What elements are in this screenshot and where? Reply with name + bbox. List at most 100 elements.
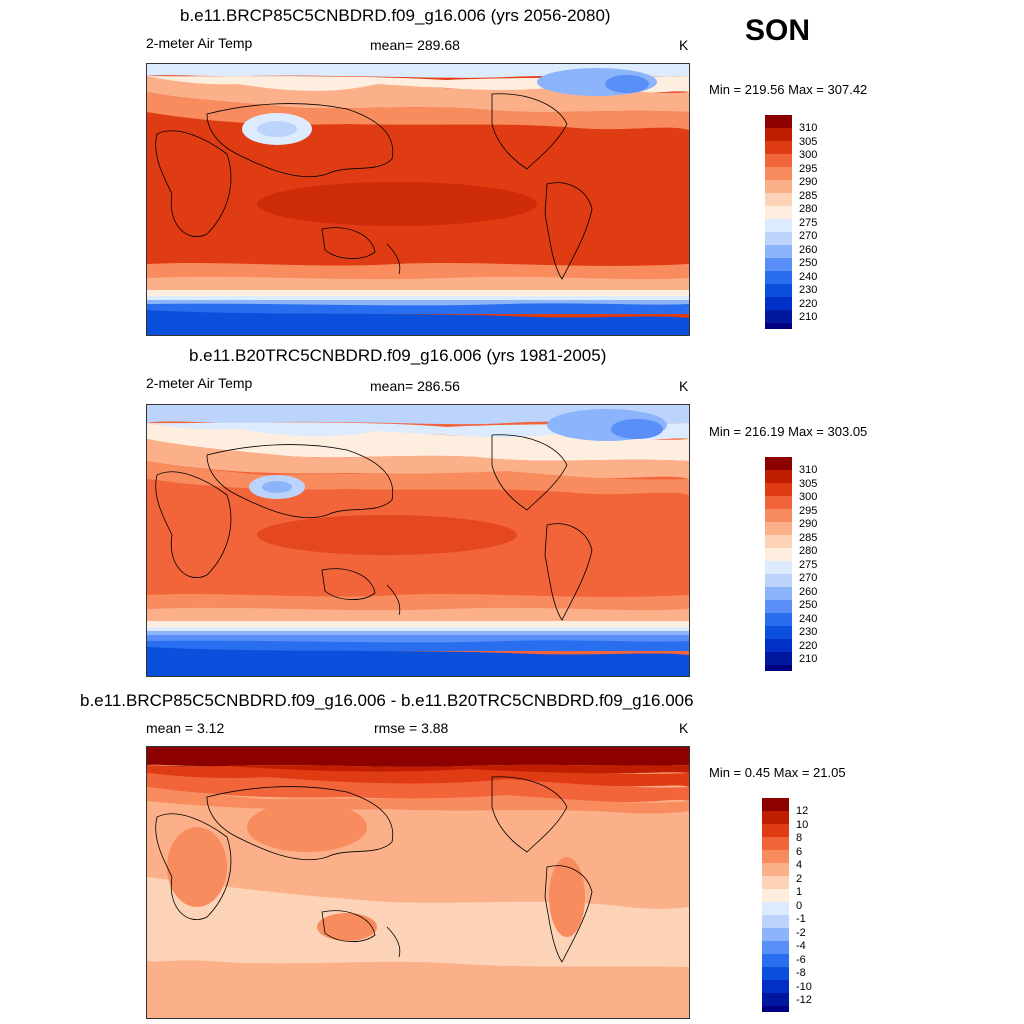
colorbar-label: 305 [799,136,818,148]
colorbar-label: 210 [799,311,818,323]
colorbar-swatch [762,928,789,941]
colorbar-swatch [765,496,792,509]
colorbar-label: -4 [796,940,806,952]
colorbar-swatch [762,837,789,850]
panel-1-mean-label: mean= 289.68 [370,37,460,53]
colorbar-swatch [765,470,792,483]
colorbar-swatch [765,457,792,470]
colorbar-label: 1 [796,886,803,898]
colorbar-label: 230 [799,626,818,638]
panel-2-units-label: K [679,378,689,394]
colorbar-label: 10 [796,819,809,831]
colorbar-label: 290 [799,518,818,530]
colorbar-swatch [762,889,789,902]
panel-2-mean-label: mean= 286.56 [370,378,460,394]
colorbar-swatch [765,180,792,193]
colorbar-swatch [765,232,792,245]
colorbar-label: 285 [799,532,818,544]
colorbar-label: 295 [799,163,818,175]
season-label: SON [745,14,811,47]
panel-1-units-label: K [679,37,689,53]
colorbar-swatch [765,141,792,154]
colorbar-label: 0 [796,900,803,912]
colorbar-swatch [765,509,792,522]
colorbar-label: 4 [796,859,803,871]
colorbar-swatch [765,548,792,561]
colorbar-label: 310 [799,122,818,134]
colorbar-label: 220 [799,640,818,652]
colorbar-swatch [762,824,789,837]
colorbar-swatch [765,626,792,639]
colorbar-label: 220 [799,298,818,310]
colorbar-swatch [765,613,792,626]
colorbar-swatch [765,297,792,310]
colorbar-label: 8 [796,832,803,844]
panel-2-variable-label: 2-meter Air Temp [146,375,253,391]
panel-2-title: b.e11.B20TRC5CNBDRD.f09_g16.006 (yrs 198… [189,346,607,365]
colorbar-label: 275 [799,217,818,229]
colorbar-label: -8 [796,967,806,979]
colorbar-label: 210 [799,653,818,665]
colorbar-swatch [765,219,792,232]
colorbar-label: 2 [796,873,803,885]
panel-1-map [146,63,690,336]
colorbar-label: 275 [799,559,818,571]
colorbar-label: 295 [799,505,818,517]
colorbar-swatch [765,483,792,496]
colorbar-label: 280 [799,203,818,215]
panel-1-title: b.e11.BRCP85C5CNBDRD.f09_g16.006 (yrs 20… [180,6,611,25]
colorbar-label: 300 [799,491,818,503]
colorbar-swatch [762,967,789,980]
colorbar-swatch [765,271,792,284]
colorbar-label: -1 [796,913,806,925]
colorbar-swatch [765,310,792,323]
colorbar-label: 280 [799,545,818,557]
colorbar-swatch [765,587,792,600]
colorbar-label: 230 [799,284,818,296]
colorbar-swatch [765,561,792,574]
colorbar-label: -6 [796,954,806,966]
colorbar-swatch [762,863,789,876]
colorbar-label: 305 [799,478,818,490]
colorbar-swatch [762,915,789,928]
colorbar-label: 260 [799,586,818,598]
panel-1-variable-label: 2-meter Air Temp [146,35,253,51]
colorbar-swatch [765,600,792,613]
colorbar-swatch [765,574,792,587]
colorbar-swatch [762,902,789,915]
colorbar-swatch [762,941,789,954]
colorbar-swatch [762,993,789,1006]
colorbar-label: 240 [799,271,818,283]
colorbar-label: 250 [799,257,818,269]
colorbar-label: 270 [799,230,818,242]
panel-2-map [146,404,690,677]
panel-3-rmse-label: rmse = 3.88 [374,720,449,736]
colorbar-label: 6 [796,846,803,858]
panel-3-colorbar: 12 10 8 6 4 2 1 0 -1 -2 -4 -6 -8 -10 -12 [762,798,832,1012]
panel-2-map-canvas [147,405,689,676]
panel-3-title: b.e11.BRCP85C5CNBDRD.f09_g16.006 - b.e11… [80,691,694,710]
colorbar-label: 310 [799,464,818,476]
colorbar-swatch [762,1006,789,1012]
colorbar-swatch [765,258,792,271]
panel-1-minmax: Min = 219.56 Max = 307.42 [709,82,868,97]
colorbar-label: 300 [799,149,818,161]
colorbar-swatch [765,154,792,167]
colorbar-swatch [762,850,789,863]
panel-2-colorbar: 310 305 300 295 290 285 280 275 270 260 … [765,457,835,671]
colorbar-swatch [765,206,792,219]
colorbar-swatch [765,522,792,535]
panel-3-map [146,746,690,1019]
colorbar-swatch [765,115,792,128]
colorbar-label: -10 [796,981,812,993]
colorbar-label: 285 [799,190,818,202]
colorbar-label: 290 [799,176,818,188]
colorbar-swatch [765,245,792,258]
colorbar-swatch [762,876,789,889]
colorbar-swatch [765,193,792,206]
colorbar-swatch [762,811,789,824]
panel-3-map-canvas [147,747,689,1018]
panel-1-map-canvas [147,64,689,335]
colorbar-swatch [762,980,789,993]
colorbar-swatch [765,167,792,180]
